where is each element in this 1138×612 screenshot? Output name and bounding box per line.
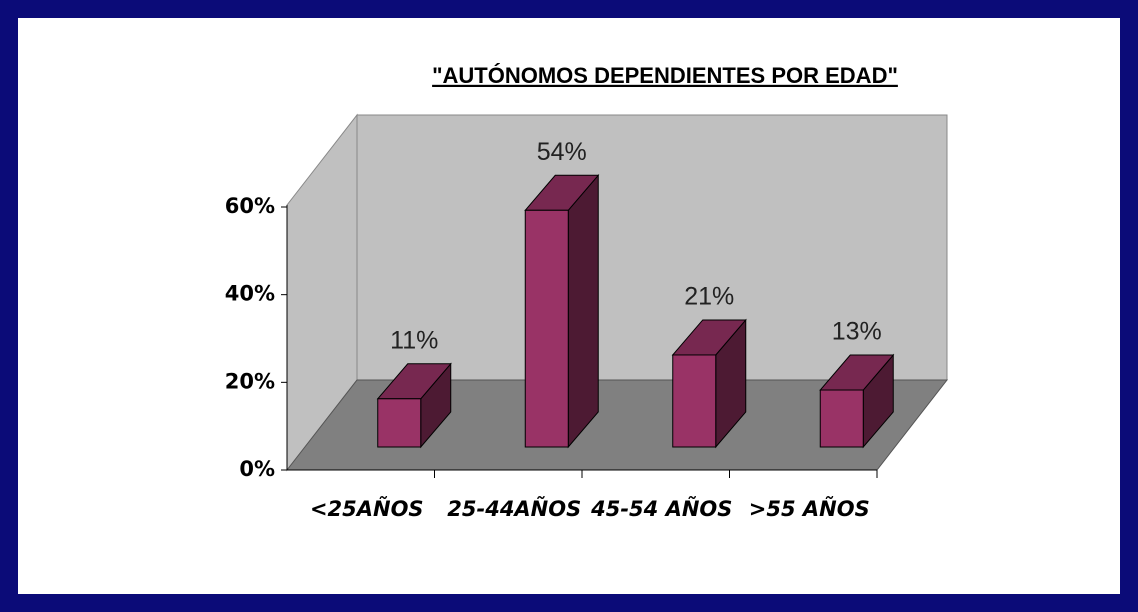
value-label: 21% bbox=[684, 283, 734, 311]
y-tick-label: 0% bbox=[239, 457, 275, 481]
bar-side bbox=[567, 173, 599, 449]
y-tick-label: 40% bbox=[225, 282, 275, 306]
bar bbox=[524, 209, 569, 448]
bar bbox=[819, 389, 864, 448]
value-label: 13% bbox=[832, 318, 882, 346]
x-tick-label: 25-44AÑOS bbox=[447, 497, 582, 521]
x-tick-label: >55 AÑOS bbox=[748, 497, 870, 521]
value-label: 54% bbox=[537, 138, 587, 166]
y-tick-label: 20% bbox=[225, 369, 275, 393]
value-label: 11% bbox=[390, 326, 438, 354]
bar bbox=[377, 398, 422, 448]
bar bbox=[672, 354, 717, 448]
x-tick-label: <25AÑOS bbox=[309, 497, 424, 521]
chart-title: "AUTÓNOMOS DEPENDIENTES POR EDAD" bbox=[432, 63, 898, 88]
y-tick-label: 60% bbox=[225, 194, 275, 218]
x-tick-label: 45-54 AÑOS bbox=[591, 497, 733, 521]
